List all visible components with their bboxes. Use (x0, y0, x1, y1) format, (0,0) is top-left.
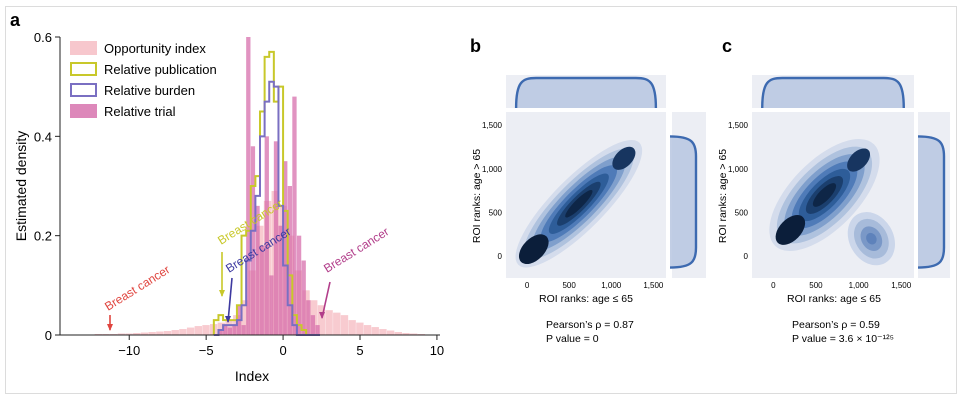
histogram-steps (212, 50, 320, 336)
x-ticks: −10 −5 0 5 10 (118, 335, 444, 358)
histogram-bars (71, 37, 426, 335)
bar-relative-trial (310, 315, 316, 335)
bar-relative-trial (255, 205, 260, 335)
x-tick-label: −5 (199, 343, 214, 358)
annotation-arrowhead (319, 312, 325, 319)
y-tick-label: 0.2 (34, 229, 52, 244)
bar-opportunity-index (217, 322, 226, 335)
legend-swatch (70, 83, 97, 97)
x-tick-label: 0 (279, 343, 286, 358)
bar-relative-trial (283, 161, 288, 335)
bar-opportunity-index (363, 325, 372, 335)
y-tick-label: 0.6 (34, 30, 52, 45)
bar-opportunity-index (194, 326, 203, 335)
bar-opportunity-index (279, 205, 287, 335)
bar-relative-trial (292, 96, 297, 335)
bar-opportunity-index (125, 333, 133, 335)
bar-opportunity-index (140, 332, 149, 335)
bar-relative-trial (273, 141, 279, 335)
panel-a-histogram: a −10 −5 0 5 10 0 0.2 0.4 0.6 Index Estimated d… (10, 10, 444, 384)
y-tick-label: 0 (45, 328, 52, 343)
legend-swatch (70, 104, 97, 118)
bar-relative-trial (246, 37, 251, 335)
bar-opportunity-index (148, 332, 156, 335)
bar-relative-trial (287, 186, 293, 335)
legend-label: Relative publication (104, 62, 217, 77)
bar-opportunity-index (256, 225, 264, 335)
bar-relative-trial (218, 330, 223, 335)
legend-label: Relative trial (104, 104, 176, 119)
bar-relative-trial (260, 245, 265, 335)
bar-opportunity-index (240, 300, 249, 335)
bar-relative-trial (306, 300, 311, 335)
bar-opportunity-index (356, 322, 364, 335)
y-axis-label: Estimated density (13, 131, 29, 242)
bar-relative-trial (264, 136, 269, 335)
bar-opportunity-index (302, 290, 310, 335)
bar-opportunity-index (171, 330, 179, 335)
bar-relative-trial (315, 325, 320, 335)
bar-opportunity-index (117, 333, 126, 335)
bar-opportunity-index (317, 305, 326, 335)
y-tick-label: 0.4 (34, 129, 52, 144)
bar-opportunity-index (402, 333, 410, 335)
y-ticks: 0 0.2 0.4 0.6 (34, 30, 60, 343)
bar-opportunity-index (333, 312, 341, 335)
annotation-arrowhead (107, 324, 113, 331)
bar-opportunity-index (386, 330, 395, 335)
annotation-label: Breast cancer (102, 262, 172, 313)
figure-frame (5, 6, 957, 394)
x-axis-label: Index (235, 368, 269, 384)
legend-label: Opportunity index (104, 41, 206, 56)
legend: Opportunity index Relative publication Rel… (70, 41, 217, 119)
legend-label: Relative burden (104, 83, 195, 98)
bar-opportunity-index (202, 325, 210, 335)
bar-opportunity-index (156, 331, 164, 335)
bar-opportunity-index (163, 331, 172, 335)
bar-opportunity-index (133, 333, 141, 335)
bar-opportunity-index (186, 327, 195, 335)
bar-relative-trial (296, 235, 302, 335)
annotation-arrowhead (219, 290, 225, 297)
bar-relative-trial (250, 146, 256, 335)
x-tick-label: 10 (430, 343, 444, 358)
bar-relative-trial (278, 225, 283, 335)
annotation-arrowhead (225, 316, 231, 323)
bar-opportunity-index (410, 333, 418, 335)
legend-swatch (70, 41, 97, 55)
bar-opportunity-index (179, 329, 187, 335)
bar-opportunity-index (348, 320, 356, 335)
bar-opportunity-index (379, 329, 387, 335)
bar-relative-trial (232, 325, 237, 335)
x-tick-label: −10 (118, 343, 140, 358)
bar-opportunity-index (371, 327, 379, 335)
bar-relative-trial (241, 325, 246, 335)
bar-relative-trial (223, 325, 228, 335)
bar-opportunity-index (325, 310, 333, 335)
axes (59, 37, 440, 336)
bar-relative-trial (227, 327, 233, 335)
panel-label-a: a (10, 10, 21, 30)
annotation-label: Breast cancer (321, 224, 391, 275)
annotation-arrow (227, 277, 233, 323)
bar-opportunity-index (340, 315, 349, 335)
legend-swatch (70, 62, 97, 76)
bar-relative-trial (269, 275, 274, 335)
bar-relative-trial (301, 260, 306, 335)
bar-opportunity-index (394, 332, 403, 335)
x-tick-label: 5 (356, 343, 363, 358)
step-relative-burden (213, 80, 320, 336)
